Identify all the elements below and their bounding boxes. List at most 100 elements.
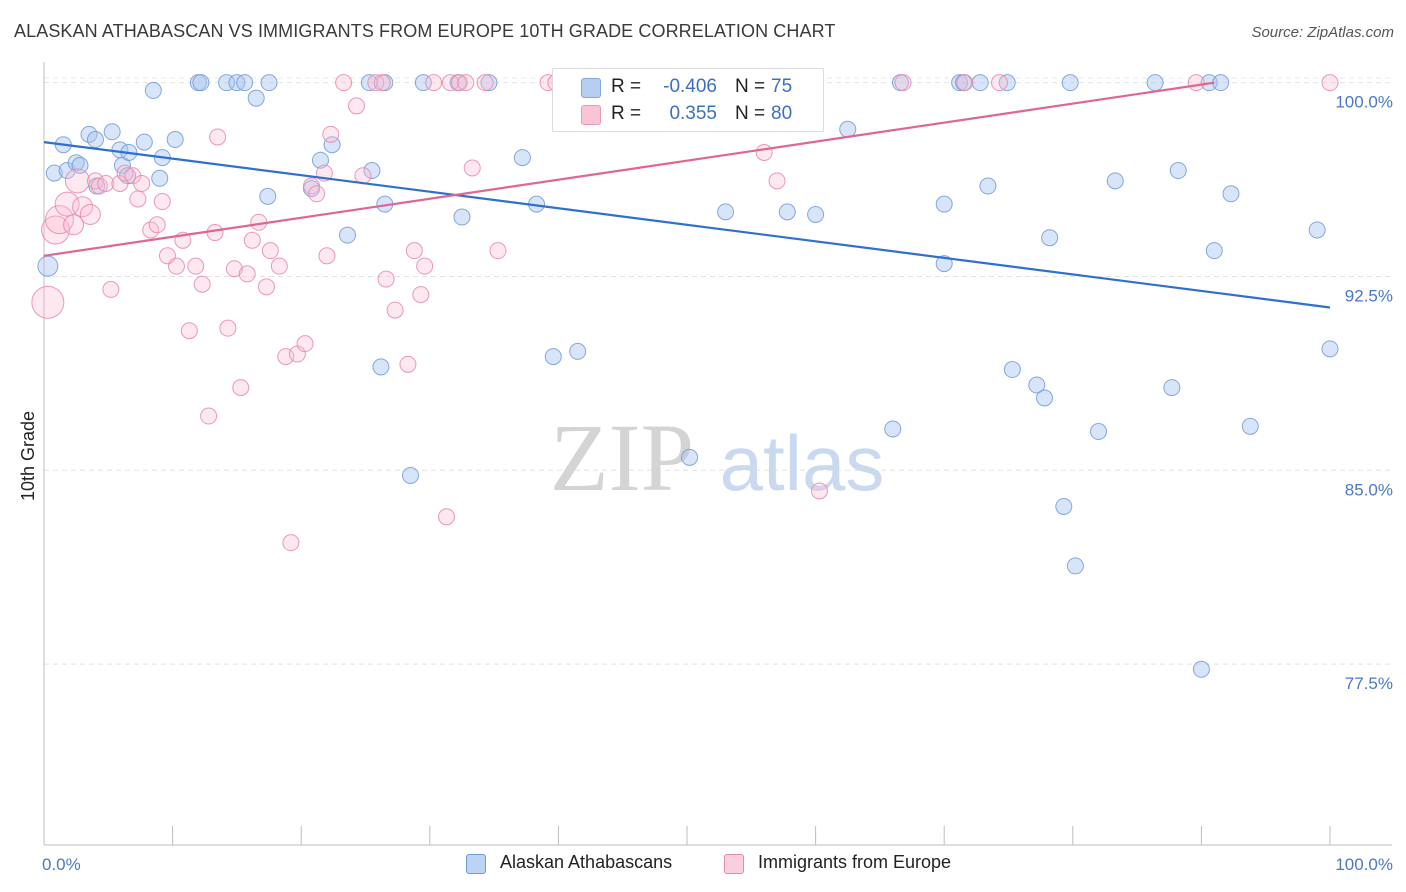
point-europe — [405, 242, 423, 260]
point-europe — [282, 534, 300, 552]
point-europe — [200, 407, 218, 425]
point-athabascan — [363, 162, 381, 180]
point-europe — [97, 174, 115, 192]
point-athabascan — [1192, 660, 1210, 678]
watermark-atlas: atlas — [720, 419, 885, 507]
point-europe — [1187, 74, 1205, 92]
point-europe — [894, 74, 912, 92]
x-tick-label: 100.0% — [1335, 855, 1393, 874]
y-axis-label: 10th Grade — [18, 411, 38, 501]
point-europe — [72, 196, 94, 218]
point-athabascan — [971, 74, 989, 92]
point-europe — [63, 214, 85, 236]
point-athabascan — [192, 74, 210, 92]
legend-n-label: N = — [735, 103, 766, 124]
point-athabascan — [1106, 172, 1124, 190]
point-europe — [206, 224, 224, 242]
point-athabascan — [569, 342, 587, 360]
point-europe — [148, 216, 166, 234]
point-athabascan — [1222, 185, 1240, 203]
point-athabascan — [1212, 74, 1230, 92]
trend-line-europe — [43, 81, 1215, 257]
point-europe — [31, 285, 65, 319]
point-athabascan — [1308, 221, 1326, 239]
point-athabascan — [778, 203, 796, 221]
point-europe — [133, 174, 151, 192]
point-europe — [111, 174, 129, 192]
legend-r-value: -0.406 — [663, 76, 717, 97]
point-europe — [257, 278, 275, 296]
point-athabascan — [135, 133, 153, 151]
point-athabascan — [1205, 242, 1223, 260]
point-europe — [755, 143, 773, 161]
point-europe — [425, 74, 443, 92]
point-europe — [318, 247, 336, 265]
legend-r-label: R = — [611, 103, 642, 124]
point-europe — [232, 379, 250, 397]
point-europe — [243, 231, 261, 249]
legend-swatch-pink — [724, 854, 744, 874]
y-tick-label: 92.5% — [1345, 286, 1393, 305]
point-athabascan — [839, 120, 857, 138]
trend-line-athabascans — [43, 141, 1331, 309]
legend-n-label: N = — [735, 76, 766, 97]
point-europe — [367, 74, 385, 92]
legend-n-value: 75 — [771, 76, 793, 97]
point-athabascan — [1061, 74, 1079, 92]
stats-legend: R = -0.406 N = 75 R = 0.355 N = 80 — [552, 68, 824, 132]
legend-swatch-blue — [581, 78, 601, 98]
legend-n-value: 80 — [771, 103, 793, 124]
point-athabascan — [414, 74, 432, 92]
point-europe — [386, 301, 404, 319]
x-tick-label: 0.0% — [42, 855, 81, 874]
point-europe — [167, 257, 185, 275]
point-europe — [1321, 74, 1339, 92]
point-europe — [308, 185, 326, 203]
point-europe — [416, 257, 434, 275]
point-europe — [335, 74, 353, 92]
point-athabascan — [1041, 229, 1059, 247]
point-athabascan — [45, 164, 63, 182]
point-athabascan — [1036, 389, 1054, 407]
y-tick-label: 77.5% — [1345, 674, 1393, 693]
point-athabascan — [360, 74, 378, 92]
point-europe — [129, 190, 147, 208]
point-athabascan — [1028, 376, 1046, 394]
legend-r-value: 0.355 — [669, 103, 717, 124]
point-athabascan — [1321, 340, 1339, 358]
point-athabascan — [807, 205, 825, 223]
y-tick-label: 100.0% — [1335, 93, 1393, 112]
point-athabascan — [218, 74, 236, 92]
point-athabascan — [1003, 361, 1021, 379]
point-europe — [219, 319, 237, 337]
legend-row-europe: R = 0.355 N = 80 — [553, 101, 823, 127]
point-athabascan — [1146, 74, 1164, 92]
point-athabascan — [1241, 417, 1259, 435]
point-athabascan — [480, 74, 498, 92]
point-athabascan — [311, 151, 329, 169]
point-europe — [450, 74, 468, 92]
point-europe — [956, 74, 974, 92]
point-europe — [209, 128, 227, 146]
point-europe — [457, 74, 475, 92]
point-athabascan — [259, 187, 277, 205]
point-athabascan — [260, 74, 278, 92]
point-athabascan — [402, 466, 420, 484]
point-europe — [347, 97, 365, 115]
chart-title: ALASKAN ATHABASCAN VS IMMIGRANTS FROM EU… — [14, 21, 836, 41]
point-europe — [476, 74, 494, 92]
legend-row-athabascans: R = -0.406 N = 75 — [553, 74, 823, 100]
point-athabascan — [717, 203, 735, 221]
point-europe — [441, 74, 459, 92]
point-athabascan — [372, 358, 390, 376]
point-europe — [990, 74, 1008, 92]
point-athabascan — [247, 89, 265, 107]
point-athabascan — [236, 74, 254, 92]
point-athabascan — [544, 348, 562, 366]
point-europe — [412, 286, 430, 304]
point-europe — [399, 355, 417, 373]
tick-labels: 77.5% 85.0% 92.5% 100.0% 0.0% 100.0% — [42, 93, 1393, 874]
point-europe — [193, 275, 211, 293]
point-athabascan — [1163, 379, 1181, 397]
